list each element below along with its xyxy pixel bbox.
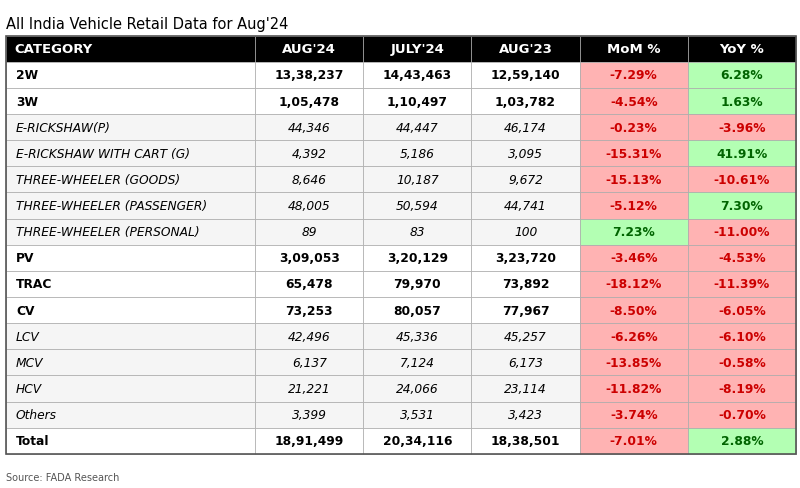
Text: Others: Others bbox=[16, 408, 57, 421]
Text: -11.82%: -11.82% bbox=[606, 382, 662, 395]
Text: 45,257: 45,257 bbox=[504, 330, 547, 343]
Text: -11.39%: -11.39% bbox=[714, 278, 770, 291]
Text: 1,10,497: 1,10,497 bbox=[387, 95, 448, 108]
Text: 7.23%: 7.23% bbox=[612, 225, 655, 239]
Text: -7.01%: -7.01% bbox=[610, 434, 658, 447]
Text: 21,221: 21,221 bbox=[288, 382, 330, 395]
Text: THREE-WHEELER (PERSONAL): THREE-WHEELER (PERSONAL) bbox=[16, 225, 200, 239]
Text: 6,173: 6,173 bbox=[508, 356, 543, 369]
Text: 1,03,782: 1,03,782 bbox=[495, 95, 556, 108]
Text: 83: 83 bbox=[410, 225, 425, 239]
Text: 4,392: 4,392 bbox=[292, 147, 326, 161]
Text: -6.26%: -6.26% bbox=[610, 330, 658, 343]
Text: 13,38,237: 13,38,237 bbox=[274, 69, 344, 82]
Text: 77,967: 77,967 bbox=[502, 304, 550, 317]
Text: -15.13%: -15.13% bbox=[606, 174, 662, 186]
Text: 18,38,501: 18,38,501 bbox=[491, 434, 560, 447]
Text: E-RICKSHAW(P): E-RICKSHAW(P) bbox=[16, 122, 111, 134]
Text: -0.70%: -0.70% bbox=[718, 408, 766, 421]
Text: 45,336: 45,336 bbox=[396, 330, 438, 343]
Text: -7.29%: -7.29% bbox=[610, 69, 658, 82]
Text: -15.31%: -15.31% bbox=[606, 147, 662, 161]
Text: 3,23,720: 3,23,720 bbox=[495, 252, 556, 265]
Text: 3,09,053: 3,09,053 bbox=[278, 252, 340, 265]
Text: 73,892: 73,892 bbox=[502, 278, 550, 291]
Text: 1,05,478: 1,05,478 bbox=[278, 95, 340, 108]
Text: -6.10%: -6.10% bbox=[718, 330, 766, 343]
Text: 100: 100 bbox=[514, 225, 537, 239]
Text: AUG'24: AUG'24 bbox=[282, 43, 336, 56]
Text: 20,34,116: 20,34,116 bbox=[382, 434, 452, 447]
Text: 6.28%: 6.28% bbox=[721, 69, 763, 82]
Text: 1.63%: 1.63% bbox=[721, 95, 763, 108]
Text: AUG'23: AUG'23 bbox=[498, 43, 553, 56]
Text: -3.74%: -3.74% bbox=[610, 408, 658, 421]
Text: 2W: 2W bbox=[16, 69, 38, 82]
Text: 80,057: 80,057 bbox=[394, 304, 442, 317]
Text: 73,253: 73,253 bbox=[286, 304, 333, 317]
Text: 9,672: 9,672 bbox=[508, 174, 543, 186]
Text: 41.91%: 41.91% bbox=[716, 147, 767, 161]
Text: -18.12%: -18.12% bbox=[606, 278, 662, 291]
Text: -0.23%: -0.23% bbox=[610, 122, 658, 134]
Text: 7,124: 7,124 bbox=[400, 356, 435, 369]
Text: -10.61%: -10.61% bbox=[714, 174, 770, 186]
Text: 48,005: 48,005 bbox=[288, 200, 330, 213]
Text: -11.00%: -11.00% bbox=[714, 225, 770, 239]
Text: 89: 89 bbox=[302, 225, 317, 239]
Text: 7.30%: 7.30% bbox=[721, 200, 763, 213]
Text: 23,114: 23,114 bbox=[504, 382, 547, 395]
Text: 3,531: 3,531 bbox=[400, 408, 435, 421]
Text: -6.05%: -6.05% bbox=[718, 304, 766, 317]
Text: E-RICKSHAW WITH CART (G): E-RICKSHAW WITH CART (G) bbox=[16, 147, 190, 161]
Text: -3.46%: -3.46% bbox=[610, 252, 658, 265]
Text: 6,137: 6,137 bbox=[292, 356, 326, 369]
Text: 3,095: 3,095 bbox=[508, 147, 543, 161]
Text: 12,59,140: 12,59,140 bbox=[490, 69, 560, 82]
Text: CATEGORY: CATEGORY bbox=[14, 43, 93, 56]
Text: -3.96%: -3.96% bbox=[718, 122, 766, 134]
Text: 46,174: 46,174 bbox=[504, 122, 547, 134]
Text: -8.19%: -8.19% bbox=[718, 382, 766, 395]
Text: JULY'24: JULY'24 bbox=[390, 43, 444, 56]
Text: THREE-WHEELER (GOODS): THREE-WHEELER (GOODS) bbox=[16, 174, 180, 186]
Text: 18,91,499: 18,91,499 bbox=[274, 434, 344, 447]
Text: MoM %: MoM % bbox=[607, 43, 661, 56]
Text: 3W: 3W bbox=[16, 95, 38, 108]
Text: Source: FADA Research: Source: FADA Research bbox=[6, 472, 120, 482]
Text: 79,970: 79,970 bbox=[394, 278, 441, 291]
Text: 8,646: 8,646 bbox=[292, 174, 326, 186]
Text: -4.53%: -4.53% bbox=[718, 252, 766, 265]
Text: 24,066: 24,066 bbox=[396, 382, 438, 395]
Text: 42,496: 42,496 bbox=[288, 330, 330, 343]
Text: 44,346: 44,346 bbox=[288, 122, 330, 134]
Text: -0.58%: -0.58% bbox=[718, 356, 766, 369]
Text: THREE-WHEELER (PASSENGER): THREE-WHEELER (PASSENGER) bbox=[16, 200, 207, 213]
Text: 50,594: 50,594 bbox=[396, 200, 438, 213]
Text: 2.88%: 2.88% bbox=[721, 434, 763, 447]
Text: PV: PV bbox=[16, 252, 34, 265]
Text: All India Vehicle Retail Data for Aug'24: All India Vehicle Retail Data for Aug'24 bbox=[6, 17, 289, 32]
Text: Total: Total bbox=[16, 434, 50, 447]
Text: 14,43,463: 14,43,463 bbox=[383, 69, 452, 82]
Text: 3,423: 3,423 bbox=[508, 408, 543, 421]
Text: -13.85%: -13.85% bbox=[606, 356, 662, 369]
Text: 3,399: 3,399 bbox=[292, 408, 326, 421]
Text: 65,478: 65,478 bbox=[286, 278, 333, 291]
Text: LCV: LCV bbox=[16, 330, 40, 343]
Text: MCV: MCV bbox=[16, 356, 43, 369]
Text: 10,187: 10,187 bbox=[396, 174, 438, 186]
Text: 44,741: 44,741 bbox=[504, 200, 547, 213]
Text: 5,186: 5,186 bbox=[400, 147, 435, 161]
Text: -4.54%: -4.54% bbox=[610, 95, 658, 108]
Text: -5.12%: -5.12% bbox=[610, 200, 658, 213]
Text: -8.50%: -8.50% bbox=[610, 304, 658, 317]
Text: TRAC: TRAC bbox=[16, 278, 52, 291]
Text: CV: CV bbox=[16, 304, 34, 317]
Text: HCV: HCV bbox=[16, 382, 42, 395]
Text: 3,20,129: 3,20,129 bbox=[387, 252, 448, 265]
Text: 44,447: 44,447 bbox=[396, 122, 438, 134]
Text: YoY %: YoY % bbox=[719, 43, 764, 56]
